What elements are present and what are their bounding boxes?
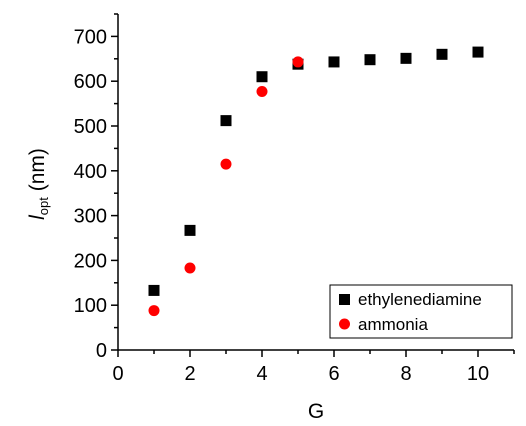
y-tick-label: 100 [74, 295, 107, 317]
y-axis-title-main: l [26, 214, 49, 220]
ammonia-point [292, 56, 304, 68]
ethylenediamine-point [256, 71, 268, 83]
data-points [148, 46, 484, 317]
legend: ethylenediamine ammonia [329, 284, 513, 339]
legend-label-ethylenediamine: ethylenediamine [358, 290, 482, 309]
y-ticks: 0 100 200 300 400 500 600 700 [74, 13, 118, 362]
y-tick-label: 200 [74, 250, 107, 272]
y-tick-label: 0 [96, 340, 107, 362]
ethylenediamine-point [328, 56, 340, 68]
legend-marker-ammonia [339, 318, 350, 330]
ammonia-point [256, 86, 268, 98]
y-axis-title: lopt (nm) [26, 148, 51, 220]
axes [117, 14, 514, 351]
x-tick-label: 4 [256, 363, 267, 385]
ammonia-point [184, 262, 196, 274]
ethylenediamine-point [184, 224, 196, 236]
y-tick-label: 300 [74, 206, 107, 228]
x-tick-label: 8 [400, 363, 411, 385]
y-tick-label: 700 [74, 26, 107, 48]
x-tick-label: 6 [328, 363, 339, 385]
ethylenediamine-point [400, 52, 412, 64]
ethylenediamine-point [364, 54, 376, 66]
ammonia-point [220, 158, 232, 170]
legend-label-ammonia: ammonia [358, 315, 428, 334]
ethylenediamine-point [148, 284, 160, 296]
ethylenediamine-point [436, 48, 448, 60]
ethylenediamine-point [220, 115, 232, 127]
x-tick-label: 2 [184, 363, 195, 385]
legend-marker-ethylenediamine [339, 294, 350, 305]
y-tick-label: 500 [74, 116, 107, 138]
legend-box [329, 284, 513, 339]
y-tick-label: 400 [74, 161, 107, 183]
y-tick-label: 600 [74, 71, 107, 93]
x-axis-title: G [308, 400, 324, 423]
y-axis-title-unit: (nm) [26, 148, 49, 197]
x-ticks: 0 2 4 6 8 10 [112, 350, 515, 385]
ammonia-point [148, 305, 160, 317]
ethylenediamine-point [472, 46, 484, 58]
x-tick-label: 10 [467, 363, 489, 385]
y-axis-title-subscript: opt [36, 197, 51, 215]
x-tick-label: 0 [112, 363, 123, 385]
